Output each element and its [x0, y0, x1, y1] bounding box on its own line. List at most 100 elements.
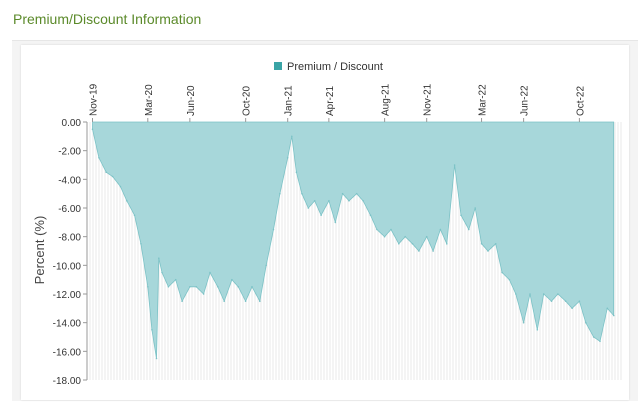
data-point [161, 271, 163, 274]
data-point [217, 286, 219, 288]
data-point [126, 200, 128, 202]
data-point [501, 271, 503, 274]
data-point [223, 300, 225, 302]
x-tick-label: Oct-22 [575, 86, 586, 116]
data-area [91, 121, 615, 360]
data-point [133, 214, 136, 216]
data-point [390, 228, 392, 231]
data-point [369, 214, 372, 216]
data-point [362, 200, 364, 202]
legend[interactable]: Premium / Discount [274, 61, 383, 73]
data-point [529, 293, 531, 295]
y-tick-label: -16.00 [53, 347, 82, 358]
page-title: Premium/Discount Information [13, 11, 202, 27]
data-point [111, 175, 114, 178]
data-point [341, 192, 344, 195]
y-tick-label: -6.00 [58, 204, 81, 215]
data-point [515, 293, 517, 295]
data-point [231, 278, 233, 281]
data-point [606, 307, 609, 310]
data-point [155, 357, 158, 360]
x-tick-label: Nov-21 [423, 83, 434, 116]
data-point [564, 300, 567, 302]
data-point [251, 286, 253, 288]
chart-card: Premium / Discount Percent (%) 0.00 -2.00… [21, 45, 629, 400]
y-tick-label: -4.00 [58, 175, 81, 186]
data-point [202, 293, 205, 295]
data-point [474, 207, 477, 209]
data-point [542, 293, 545, 295]
data-point [291, 135, 293, 138]
x-axis: Nov-19 Mar-20 Jun-20 Oct-20 Jan-21 Apr-21 Aug-… [89, 83, 586, 122]
data-point [237, 286, 240, 288]
data-point [259, 300, 261, 302]
y-axis: 0.00 -2.00 -4.00 -6.00 -8.00 -10.00 -12.00 -14.… [53, 118, 88, 387]
legend-swatch [274, 62, 282, 70]
data-point [307, 207, 310, 209]
data-point [411, 243, 414, 245]
data-point [592, 336, 595, 338]
data-point [453, 164, 456, 166]
data-point [140, 243, 142, 245]
data-point [432, 250, 434, 252]
data-point [174, 278, 177, 281]
data-point [404, 235, 407, 238]
y-tick-label: 0.00 [62, 118, 82, 129]
data-point [105, 171, 107, 173]
data-point [425, 235, 428, 238]
data-point [468, 228, 470, 231]
data-point [195, 286, 198, 288]
data-point [98, 157, 100, 159]
data-point [418, 250, 420, 252]
data-point [348, 200, 350, 202]
data-point [279, 192, 281, 195]
data-point [383, 235, 386, 238]
data-point [295, 171, 298, 173]
data-point [328, 200, 330, 202]
data-point [376, 228, 378, 231]
data-point [313, 200, 316, 202]
data-point [167, 286, 170, 288]
data-point [599, 340, 601, 343]
data-point [446, 243, 448, 245]
y-tick-label: -12.00 [53, 290, 82, 301]
x-tick-label: Apr-21 [325, 86, 336, 116]
data-point [244, 300, 247, 302]
legend-label: Premium / Discount [287, 61, 383, 73]
data-point [571, 307, 573, 310]
data-point [272, 228, 275, 231]
data-point [550, 300, 553, 302]
data-point [151, 329, 153, 331]
data-point [536, 329, 539, 331]
data-point [181, 300, 183, 302]
data-point [480, 243, 483, 245]
data-point [578, 300, 581, 302]
y-axis-title: Percent (%) [32, 216, 47, 285]
x-tick-label: Jan-21 [284, 85, 295, 116]
y-tick-label: -18.00 [53, 376, 82, 387]
x-tick-label: Mar-22 [478, 84, 489, 116]
data-point [494, 243, 497, 245]
data-point [355, 192, 358, 195]
y-tick-label: -8.00 [58, 233, 81, 244]
data-point [320, 214, 322, 216]
data-point [119, 185, 122, 188]
data-point [334, 221, 337, 224]
data-point [460, 214, 462, 216]
data-point [522, 321, 525, 324]
data-point [508, 278, 511, 281]
data-point [91, 128, 94, 130]
data-point [301, 192, 303, 195]
data-point [487, 250, 489, 252]
x-tick-label: Aug-21 [381, 83, 392, 116]
y-tick-label: -2.00 [58, 147, 81, 158]
x-tick-label: Mar-20 [144, 84, 155, 116]
data-point [209, 271, 211, 274]
x-tick-label: Jun-20 [186, 85, 197, 116]
data-point [147, 286, 149, 288]
x-tick-label: Nov-19 [89, 83, 100, 116]
data-point [439, 228, 442, 231]
x-tick-label: Oct-20 [242, 86, 253, 116]
data-point [398, 243, 400, 245]
data-point [612, 314, 615, 317]
